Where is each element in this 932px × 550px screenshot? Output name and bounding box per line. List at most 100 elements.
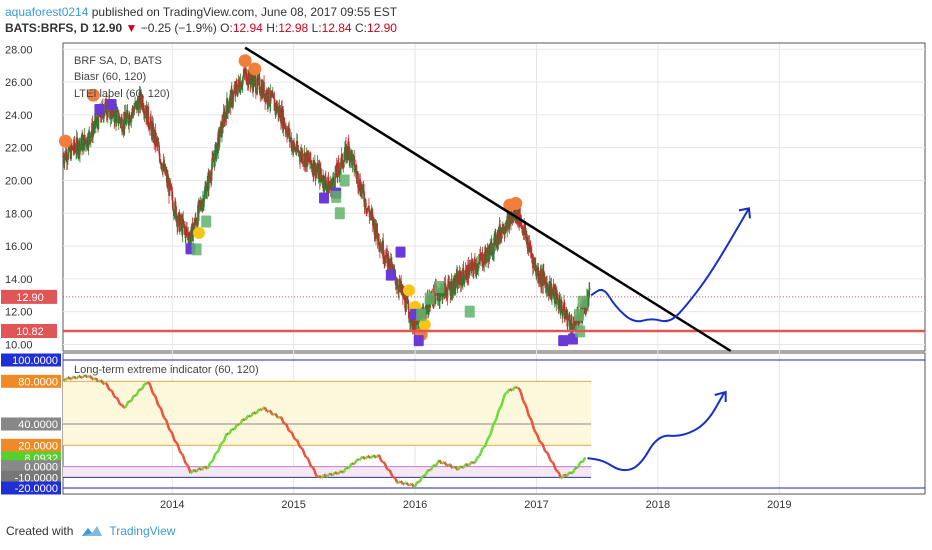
candle-body [569,321,571,331]
oscillator-segment [380,459,384,463]
close-label: C: [354,21,367,35]
candle-body [370,211,373,214]
candle-body [376,223,378,235]
candle-body [138,98,140,113]
candle-body [407,300,410,310]
candle-body [208,173,210,190]
oscillator-segment [573,467,577,471]
oscillator-segment [353,461,357,465]
oscillator-segment [201,466,205,470]
oscillator-segment [221,441,224,445]
oscillator-segment [507,388,511,392]
signal-marker-green [201,215,212,228]
candle-body [149,122,151,130]
signal-marker-green [331,190,342,203]
candle-body [546,282,548,285]
oscillator-segment [548,458,553,462]
oscillator-segment [165,419,169,424]
author-link[interactable]: aquaforest0214 [5,5,89,19]
osc-tick-label: 100.0000 [12,355,58,367]
candle-body [293,145,296,151]
oscillator-segment [522,400,526,404]
candle-body [534,264,537,272]
oscillator-segment [215,451,218,454]
candle-body [481,253,484,267]
oscillator-segment [537,439,542,443]
candle-body [312,160,315,176]
candle-body [493,233,496,238]
oscillator-segment [377,454,381,458]
candle-body [74,148,77,153]
candle-body [87,132,90,148]
candle-body [382,240,384,259]
osc-projection-arrowhead [714,390,727,402]
signal-marker-orange [509,196,523,210]
oscillator-segment [180,453,185,457]
oscillator-segment [129,398,134,402]
candle-body [133,109,135,115]
candle-body [387,255,390,273]
candle-body [386,248,388,256]
candle-body [192,230,194,242]
oscillator-segment [309,464,313,468]
y-tick-label: 14.00 [5,274,33,286]
candle-body [577,322,580,324]
oscillator-segment [140,386,145,390]
oscillator-segment [313,469,317,475]
candle-body [186,228,188,234]
oscillator-segment [565,473,570,477]
oscillator-segment [250,413,254,417]
candle-body [195,220,198,225]
candle-body [237,79,240,88]
candle-body [105,98,107,113]
candle-body [447,279,450,282]
candle-body [299,154,302,161]
tradingview-brand[interactable]: TradingView [109,524,176,538]
candle-body [130,114,133,122]
candle-body [527,242,530,252]
candle-body [408,318,411,320]
candle-body [570,319,572,333]
signal-marker-green [464,305,475,318]
candle-body [355,166,357,172]
candle-body [362,184,365,192]
candle-body [482,266,484,268]
candle-body [167,176,169,186]
candle-body [79,144,82,146]
osc-tick-label: -20.0000 [15,483,58,495]
oscillator-segment [223,435,227,441]
oscillator-segment [288,429,291,433]
candle-body [97,109,100,130]
candle-body [474,263,477,271]
candle-body [223,111,225,113]
candle-body [214,150,216,166]
candle-body [158,145,160,154]
candle-body [76,137,79,142]
candle-body [276,109,278,113]
candle-body [95,122,98,126]
candle-body [391,264,393,273]
oscillator-segment [466,463,470,467]
oscillator-segment [306,456,310,460]
candle-body [104,102,106,112]
oscillator-segment [372,454,376,458]
candle-body [129,121,131,124]
oscillator-segment [581,459,585,463]
candle-body [542,270,545,286]
candle-body [142,109,145,111]
oscillator-segment [308,462,312,467]
oscillator-segment [135,390,140,395]
oscillator-segment [411,484,415,488]
candle-body [253,76,256,87]
candle-body [249,69,251,79]
oscillator-segment [63,378,67,382]
candle-body [157,142,159,146]
price-pane[interactable] [62,42,926,352]
oscillator-segment [496,409,501,415]
oscillator-segment [73,375,76,379]
oscillator-segment [408,483,412,487]
oscillator-segment [499,405,503,409]
y-tick-label: 28.00 [5,44,33,56]
candle-body [140,92,142,102]
